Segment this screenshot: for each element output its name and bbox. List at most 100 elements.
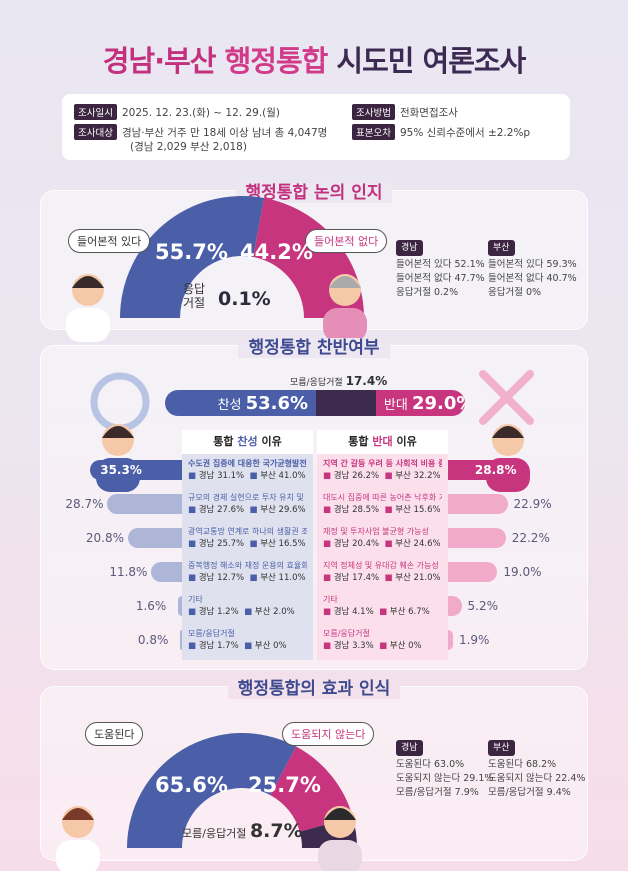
person-heard-icon (66, 274, 110, 342)
reason-name: 지역 간 갈등 우려 등 사회적 비용 증가 (323, 459, 442, 468)
reason-name: 수도권 집중에 대응한 국가균형발전 (188, 459, 307, 468)
body (66, 308, 110, 342)
body (56, 840, 100, 871)
survey-info: 조사일시 2025. 12. 23.(화) ~ 12. 29.(월) 조사대상 경남… (62, 94, 570, 160)
label-helpful: 65.6% (155, 773, 228, 797)
reason-name: 규모의 경제 실현으로 투자 유치 및 일자리 확대 (188, 493, 307, 502)
con-bar-label: 22.2% (511, 531, 550, 545)
stack-segment-0: 찬성 53.6% (165, 390, 317, 416)
con-bar (448, 596, 462, 616)
reason-name: 대도시 집중에 따른 농어촌 낙후화 가속 (323, 493, 442, 502)
hair (62, 808, 94, 820)
con-bar-label: 1.9% (458, 633, 490, 647)
legend-effect-gyeongnam: 경남 도움된다 63.0% 도움되지 않는다 29.1% 모름/응답거절 7.9% (396, 740, 493, 800)
con-bar (448, 460, 523, 480)
pro-reason-item: 모름/응답거절 ■ 경남 1.7% ■ 부산 0% (182, 624, 313, 658)
con-heading: 통합 반대 이유 (317, 430, 448, 454)
con-bar-label: 5.2% (467, 599, 499, 613)
reason-values: ■ 경남 3.3% ■ 부산 0% (323, 641, 422, 651)
legend-effect-busan: 부산 도움된다 68.2% 도움되지 않는다 22.4% 모름/응답거절 9.4% (488, 740, 585, 800)
stack-segment-1 (316, 390, 376, 416)
reason-values: ■ 경남 27.6% ■ 부산 29.6% (188, 505, 306, 515)
reason-name: 지역 정체성 및 유대감 훼손 가능성 (323, 561, 439, 570)
reason-values: ■ 경남 4.1% ■ 부산 6.7% (323, 607, 430, 617)
pro-reason-item: 중복행정 해소와 재정 운용의 효율화 ■ 경남 12.7% ■ 부산 11.0% (182, 556, 313, 590)
awareness-heading: 행정통합 논의 인지 (0, 178, 628, 203)
pro-bar (151, 562, 182, 582)
person-helpful-icon (56, 806, 100, 871)
page-title: 경남·부산 행정통합 시도민 여론조사 (102, 44, 527, 78)
hair (329, 276, 361, 288)
reason-name: 기타 (323, 595, 338, 604)
con-bar-label: 19.0% (503, 565, 542, 579)
hair (102, 426, 134, 438)
label-not-helpful: 25.7% (248, 773, 321, 797)
pro-bar-label: 0.8% (137, 633, 169, 647)
pro-bar-label: 28.7% (65, 497, 104, 511)
dk-caption: 모름/응답거절 17.4% (290, 374, 388, 388)
effect-heading: 행정통합의 효과 인식 (0, 674, 628, 699)
label-not-heard: 44.2% (240, 240, 313, 264)
reason-values: ■ 경남 1.2% ■ 부산 2.0% (188, 607, 295, 617)
support-stacked-bar: 찬성 53.6% 반대 29.0% (165, 390, 465, 416)
con-bar (448, 630, 453, 650)
pro-bar (177, 596, 182, 616)
person-not-helpful-icon (318, 806, 362, 871)
reason-values: ■ 경남 26.2% ■ 부산 32.2% (323, 471, 441, 481)
dk-caption-effect: 모름/응답거절 8.7% (182, 820, 303, 842)
person-disagree-icon (486, 424, 530, 492)
bubble-heard: 들어본적 있다 (68, 229, 151, 253)
con-bar (448, 494, 508, 514)
legend-gyeongnam: 경남 들어본적 있다 52.1% 들어본적 없다 47.7% 응답거절 0.2% (396, 240, 485, 300)
reason-values: ■ 경남 20.4% ■ 부산 24.6% (323, 539, 441, 549)
reason-values: ■ 경남 1.7% ■ 부산 0% (188, 641, 287, 651)
x-disagree-icon (479, 370, 534, 425)
con-reason-item: 지역 간 갈등 우려 등 사회적 비용 증가 ■ 경남 26.2% ■ 부산 32… (317, 454, 448, 488)
bubble-not-heard: 들어본적 없다 (305, 229, 388, 253)
support-heading: 행정통합 찬반여부 (0, 333, 628, 358)
con-reason-item: 모름/응답거절 ■ 경남 3.3% ■ 부산 0% (317, 624, 448, 658)
refuse-caption: 응답 거절 (183, 282, 206, 310)
con-bar (448, 562, 498, 582)
con-reason-item: 대도시 집중에 따른 농어촌 낙후화 가속 ■ 경남 28.5% ■ 부산 15.… (317, 488, 448, 522)
label-heard: 55.7% (155, 240, 228, 264)
con-reason-item: 기타 ■ 경남 4.1% ■ 부산 6.7% (317, 590, 448, 624)
reason-name: 광역교통망 연계로 하나의 생활권 조성 (188, 527, 307, 536)
pro-bar-label: 20.8% (85, 531, 125, 545)
pro-reason-item: 기타 ■ 경남 1.2% ■ 부산 2.0% (182, 590, 313, 624)
reason-values: ■ 경남 31.1% ■ 부산 41.0% (188, 471, 306, 481)
bubble-helpful: 도움된다 (85, 722, 144, 746)
reason-values: ■ 경남 17.4% ■ 부산 21.0% (323, 573, 441, 583)
pro-bar-label: 1.6% (135, 599, 167, 613)
reason-name: 모름/응답거절 (188, 629, 235, 638)
bubble-not-helpful: 도움되지 않는다 (282, 722, 375, 746)
pro-reason-item: 규모의 경제 실현으로 투자 유치 및 일자리 확대 ■ 경남 27.6% ■ 부… (182, 488, 313, 522)
con-bar-label: 22.9% (513, 497, 552, 511)
con-bar (448, 528, 506, 548)
hair (324, 808, 356, 820)
effect-slice-0 (127, 733, 297, 848)
reason-values: ■ 경남 25.7% ■ 부산 16.5% (188, 539, 306, 549)
reason-name: 모름/응답거절 (323, 629, 370, 638)
reason-name: 재정 및 투자사업 불균형 가능성 (323, 527, 429, 536)
body (323, 308, 367, 342)
pro-bar-label: 35.3% (100, 463, 142, 477)
label-refuse: 0.1% (218, 288, 271, 310)
legend-busan: 부산 들어본적 있다 59.3% 들어본적 없다 40.7% 응답거절 0% (488, 240, 577, 300)
pro-bar (107, 494, 182, 514)
stack-segment-2: 반대 29.0% (375, 390, 465, 416)
pro-heading: 통합 찬성 이유 (182, 430, 313, 454)
pro-reason-item: 수도권 집중에 대응한 국가균형발전 ■ 경남 31.1% ■ 부산 41.0% (182, 454, 313, 488)
con-reason-item: 재정 및 투자사업 불균형 가능성 ■ 경남 20.4% ■ 부산 24.6% (317, 522, 448, 556)
pro-bar (90, 460, 182, 480)
hair (72, 276, 104, 288)
pro-bar (179, 630, 182, 650)
person-not-heard-icon (323, 274, 367, 342)
con-reason-item: 지역 정체성 및 유대감 훼손 가능성 ■ 경남 17.4% ■ 부산 21.0% (317, 556, 448, 590)
reason-values: ■ 경남 12.7% ■ 부산 11.0% (188, 573, 306, 583)
awareness-slice-0 (120, 196, 264, 318)
con-bar-label: 28.8% (474, 463, 517, 477)
